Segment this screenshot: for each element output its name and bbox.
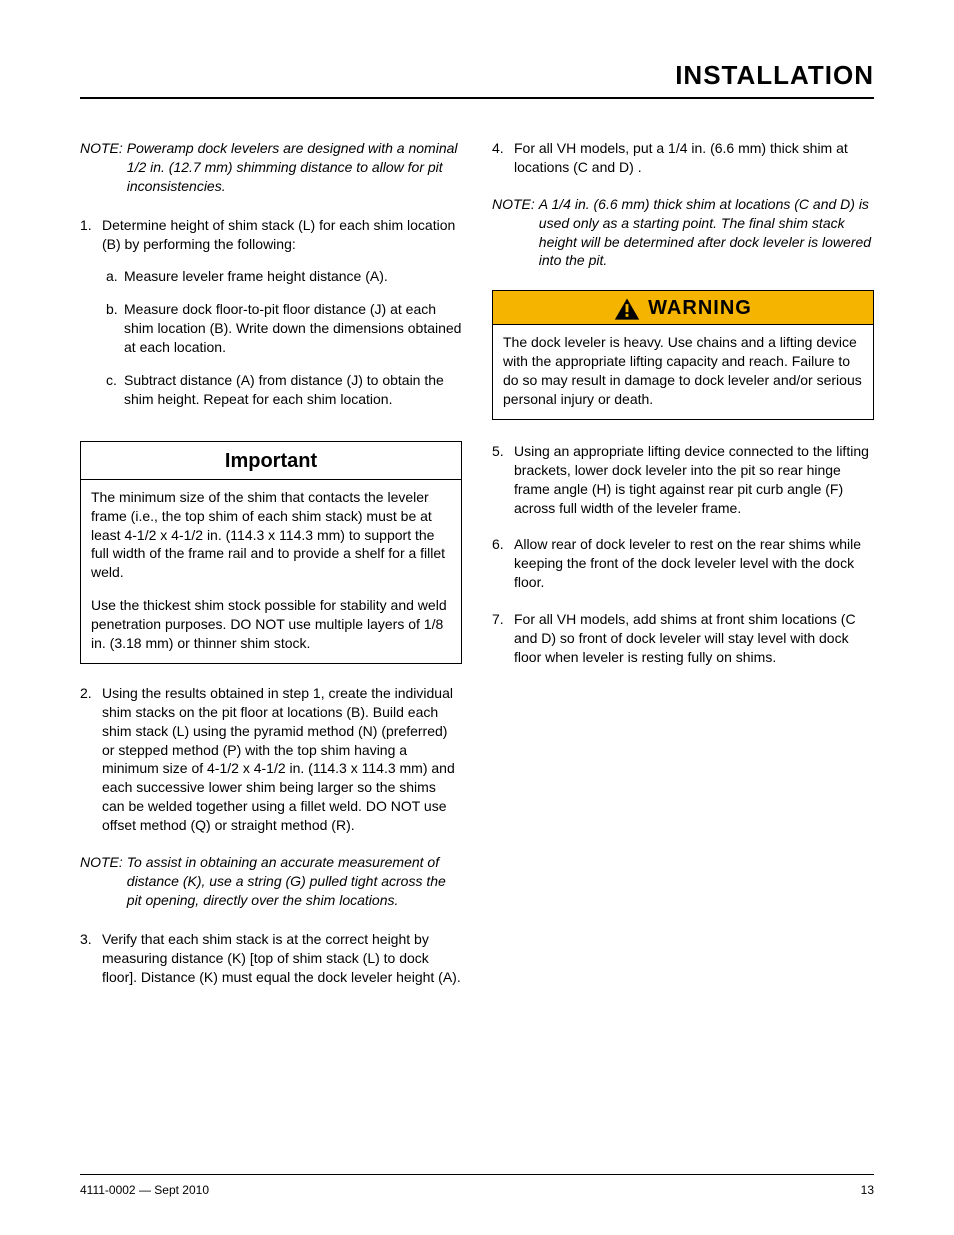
- page: INSTALLATION NOTE: Poweramp dock leveler…: [0, 0, 954, 1235]
- note-label: NOTE:: [492, 195, 539, 271]
- warning-body: The dock leveler is heavy. Use chains an…: [493, 325, 873, 419]
- note-1: NOTE: Poweramp dock levelers are designe…: [80, 139, 462, 196]
- footer-page-number: 13: [861, 1183, 874, 1197]
- step-text: Allow rear of dock leveler to rest on th…: [514, 535, 874, 592]
- step-number: 4.: [492, 139, 514, 177]
- note-label: NOTE:: [80, 853, 127, 910]
- substeps: a. Measure leveler frame height distance…: [106, 267, 462, 408]
- page-header: INSTALLATION: [80, 60, 874, 99]
- note-label: NOTE:: [80, 139, 127, 196]
- note-text: Poweramp dock levelers are designed with…: [127, 139, 462, 196]
- step-3: 3. Verify that each shim stack is at the…: [80, 930, 462, 987]
- step-number: 6.: [492, 535, 514, 592]
- step-text: Using the results obtained in step 1, cr…: [102, 684, 462, 835]
- step-2: 2. Using the results obtained in step 1,…: [80, 684, 462, 835]
- substep-number: c.: [106, 371, 124, 409]
- step-1: 1. Determine height of shim stack (L) fo…: [80, 216, 462, 423]
- step-text: For all VH models, put a 1/4 in. (6.6 mm…: [514, 139, 874, 177]
- step-list-left-3: 3. Verify that each shim stack is at the…: [80, 930, 462, 987]
- page-footer: 4111-0002 — Sept 2010 13: [80, 1174, 874, 1197]
- substep-a: a. Measure leveler frame height distance…: [106, 267, 462, 286]
- note-text: To assist in obtaining an accurate measu…: [127, 853, 462, 910]
- substep-b: b. Measure dock floor-to-pit floor dista…: [106, 300, 462, 357]
- note-3: NOTE: A 1/4 in. (6.6 mm) thick shim at l…: [492, 195, 874, 271]
- warning-header: WARNING: [493, 291, 873, 325]
- step-body: Determine height of shim stack (L) for e…: [102, 216, 462, 423]
- important-para-2: Use the thickest shim stock possible for…: [91, 596, 451, 653]
- note-2: NOTE: To assist in obtaining an accurate…: [80, 853, 462, 910]
- substep-number: b.: [106, 300, 124, 357]
- step-6: 6. Allow rear of dock leveler to rest on…: [492, 535, 874, 592]
- note-text: A 1/4 in. (6.6 mm) thick shim at locatio…: [539, 195, 874, 271]
- step-7: 7. For all VH models, add shims at front…: [492, 610, 874, 667]
- important-para-1: The minimum size of the shim that contac…: [91, 488, 451, 582]
- page-title: INSTALLATION: [80, 60, 874, 91]
- step-text: For all VH models, add shims at front sh…: [514, 610, 874, 667]
- step-number: 7.: [492, 610, 514, 667]
- right-column: 4. For all VH models, put a 1/4 in. (6.6…: [492, 139, 874, 1004]
- step-number: 3.: [80, 930, 102, 987]
- important-box: Important The minimum size of the shim t…: [80, 441, 462, 664]
- substep-number: a.: [106, 267, 124, 286]
- step-list-right-2: 5. Using an appropriate lifting device c…: [492, 442, 874, 667]
- step-list-right-1: 4. For all VH models, put a 1/4 in. (6.6…: [492, 139, 874, 177]
- warning-icon: [614, 297, 640, 321]
- step-list-left-1: 1. Determine height of shim stack (L) fo…: [80, 216, 462, 423]
- warning-label: WARNING: [648, 295, 752, 322]
- step-5: 5. Using an appropriate lifting device c…: [492, 442, 874, 518]
- content-columns: NOTE: Poweramp dock levelers are designe…: [80, 139, 874, 1004]
- warning-box: WARNING The dock leveler is heavy. Use c…: [492, 290, 874, 420]
- substep-text: Subtract distance (A) from distance (J) …: [124, 371, 462, 409]
- substep-text: Measure dock floor-to-pit floor distance…: [124, 300, 462, 357]
- step-4: 4. For all VH models, put a 1/4 in. (6.6…: [492, 139, 874, 177]
- step-text: Determine height of shim stack (L) for e…: [102, 217, 455, 252]
- step-text: Verify that each shim stack is at the co…: [102, 930, 462, 987]
- step-number: 2.: [80, 684, 102, 835]
- substep-text: Measure leveler frame height distance (A…: [124, 267, 462, 286]
- substep-c: c. Subtract distance (A) from distance (…: [106, 371, 462, 409]
- step-number: 5.: [492, 442, 514, 518]
- footer-doc-id: 4111-0002 — Sept 2010: [80, 1183, 209, 1197]
- step-text: Using an appropriate lifting device conn…: [514, 442, 874, 518]
- important-title: Important: [81, 442, 461, 480]
- step-list-left-2: 2. Using the results obtained in step 1,…: [80, 684, 462, 835]
- left-column: NOTE: Poweramp dock levelers are designe…: [80, 139, 462, 1004]
- step-number: 1.: [80, 216, 102, 423]
- important-body: The minimum size of the shim that contac…: [81, 480, 461, 663]
